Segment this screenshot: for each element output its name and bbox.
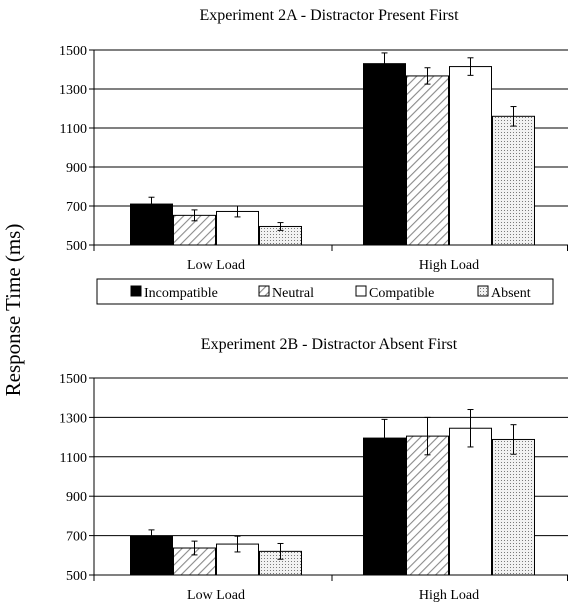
- y-axis-label: Response Time (ms): [1, 224, 25, 397]
- chart-title-2b: Experiment 2B - Distractor Absent First: [201, 336, 458, 353]
- error-bar-2a-absent-low-load: [277, 222, 284, 231]
- bar-2a-absent-high-load: [492, 115, 535, 246]
- chart-panel-2b: Experiment 2B - Distractor Absent First …: [59, 336, 568, 603]
- bar-2a-compatible-high-load: [449, 66, 492, 246]
- legend-label-compatible: Compatible: [369, 286, 434, 301]
- y-tick-label-2a-1500: 1500: [59, 44, 87, 59]
- bar-2a-neutral-high-load: [406, 75, 449, 246]
- y-tick-label-2a-1100: 1100: [60, 122, 87, 137]
- bar-2b-neutral-high-load: [406, 435, 449, 576]
- error-bar-2b-neutral-high-load: [424, 416, 431, 456]
- error-bar-2b-absent-low-load: [277, 542, 284, 560]
- error-bar-2b-neutral-low-load: [191, 540, 198, 556]
- error-bar-2a-incompatible-low-load: [148, 196, 155, 212]
- bar-2b-incompatible-high-load: [363, 437, 406, 576]
- legend-box: [96, 278, 554, 305]
- error-bar-2b-compatible-low-load: [234, 535, 241, 553]
- error-bar-2b-incompatible-high-load: [381, 418, 388, 458]
- x-tick-label-2b-low-load: Low Load: [187, 588, 245, 603]
- chart-panel-2a: Experiment 2A - Distractor Present First…: [59, 7, 568, 273]
- error-bar-2a-compatible-low-load: [234, 205, 241, 218]
- error-bar-2b-absent-high-load: [510, 424, 517, 455]
- legend-swatch-neutral: [258, 285, 270, 297]
- y-tick-label-2a-500: 500: [66, 239, 87, 254]
- y-tick-label-2b-900: 900: [66, 490, 87, 505]
- bar-2a-incompatible-high-load: [363, 63, 406, 246]
- legend-label-incompatible: Incompatible: [144, 286, 218, 301]
- error-bar-2a-compatible-high-load: [467, 57, 474, 76]
- error-bar-2a-incompatible-high-load: [381, 52, 388, 75]
- bar-2b-compatible-high-load: [449, 427, 492, 576]
- legend: Incompatible Neutral Compatible Absent: [96, 278, 554, 305]
- legend-swatch-incompatible: [130, 285, 142, 297]
- x-tick-label-2a-low-load: Low Load: [187, 258, 245, 273]
- y-tick-label-2b-500: 500: [66, 569, 87, 584]
- legend-label-absent: Absent: [491, 286, 531, 301]
- bar-2b-absent-high-load: [492, 438, 535, 576]
- x-tick-label-2b-high-load: High Load: [419, 588, 479, 603]
- x-tick-label-2a-high-load: High Load: [419, 258, 479, 273]
- y-tick-label-2b-1100: 1100: [60, 451, 87, 466]
- error-bar-2a-neutral-low-load: [191, 209, 198, 222]
- chart-title-2a: Experiment 2A - Distractor Present First: [199, 7, 459, 24]
- y-tick-label-2a-700: 700: [66, 200, 87, 215]
- y-tick-label-2a-900: 900: [66, 161, 87, 176]
- error-bar-2b-compatible-high-load: [467, 409, 474, 448]
- y-tick-label-2b-700: 700: [66, 530, 87, 545]
- y-tick-label-2b-1500: 1500: [59, 372, 87, 387]
- legend-label-neutral: Neutral: [272, 286, 314, 301]
- error-bar-2b-incompatible-low-load: [148, 529, 155, 543]
- y-tick-label-2a-1300: 1300: [59, 83, 87, 98]
- y-tick-label-2b-1300: 1300: [59, 411, 87, 426]
- error-bar-2a-neutral-high-load: [424, 67, 431, 85]
- legend-swatch-compatible: [355, 285, 367, 297]
- legend-swatch-absent: [477, 285, 489, 297]
- error-bar-2a-absent-high-load: [510, 106, 517, 127]
